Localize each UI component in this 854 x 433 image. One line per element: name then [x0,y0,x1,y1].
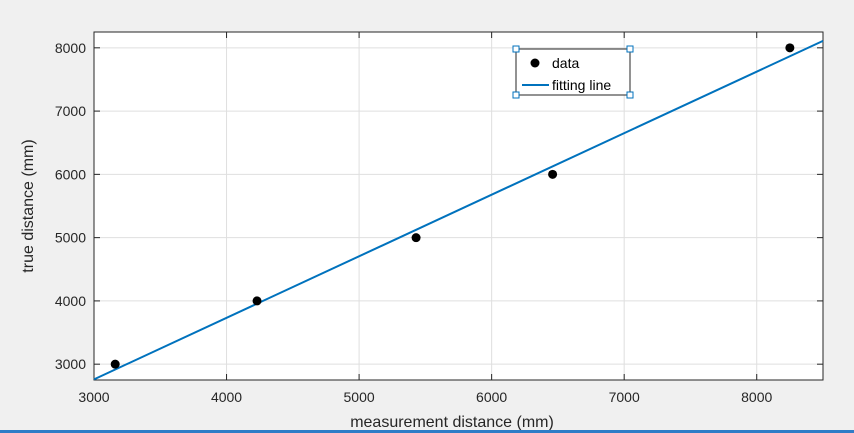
data-point [548,169,558,179]
y-axis-label: true distance (mm) [20,139,37,272]
x-tick-label: 5000 [344,389,375,405]
x-tick-label: 4000 [211,389,242,405]
y-tick-label: 3000 [55,356,86,372]
y-tick-label: 4000 [55,293,86,309]
grid [93,32,823,380]
y-tick-label: 8000 [55,40,86,56]
x-tick-label: 3000 [78,389,109,405]
x-tick-label: 7000 [609,389,640,405]
legend-label-data: data [552,55,579,71]
legend-box[interactable] [515,48,631,96]
legend[interactable]: data fitting line [512,45,634,99]
x-tick-label: 6000 [476,389,507,405]
y-tick-label: 7000 [55,103,86,119]
legend-resize-handle[interactable] [626,91,634,99]
legend-label-fitting-line: fitting line [552,77,611,93]
legend-resize-handle[interactable] [512,91,520,99]
axes: 3000 4000 5000 6000 7000 8000 3000 4000 5000 6000… [55,31,824,405]
data-point [411,233,421,243]
data-point [785,43,795,53]
series-layer [93,39,824,381]
data-point [110,359,120,369]
y-tick-label: 6000 [55,166,86,182]
x-tick-label: 8000 [741,389,772,405]
window-bottom-border [0,430,854,433]
legend-marker-data [530,58,540,68]
axes-box [93,31,824,381]
x-axis-label: measurement distance (mm) [350,414,554,431]
data-point [252,296,262,306]
legend-resize-handle[interactable] [626,45,634,53]
fitting-line [93,39,824,381]
legend-resize-handle[interactable] [512,45,520,53]
y-tick-label: 5000 [55,230,86,246]
